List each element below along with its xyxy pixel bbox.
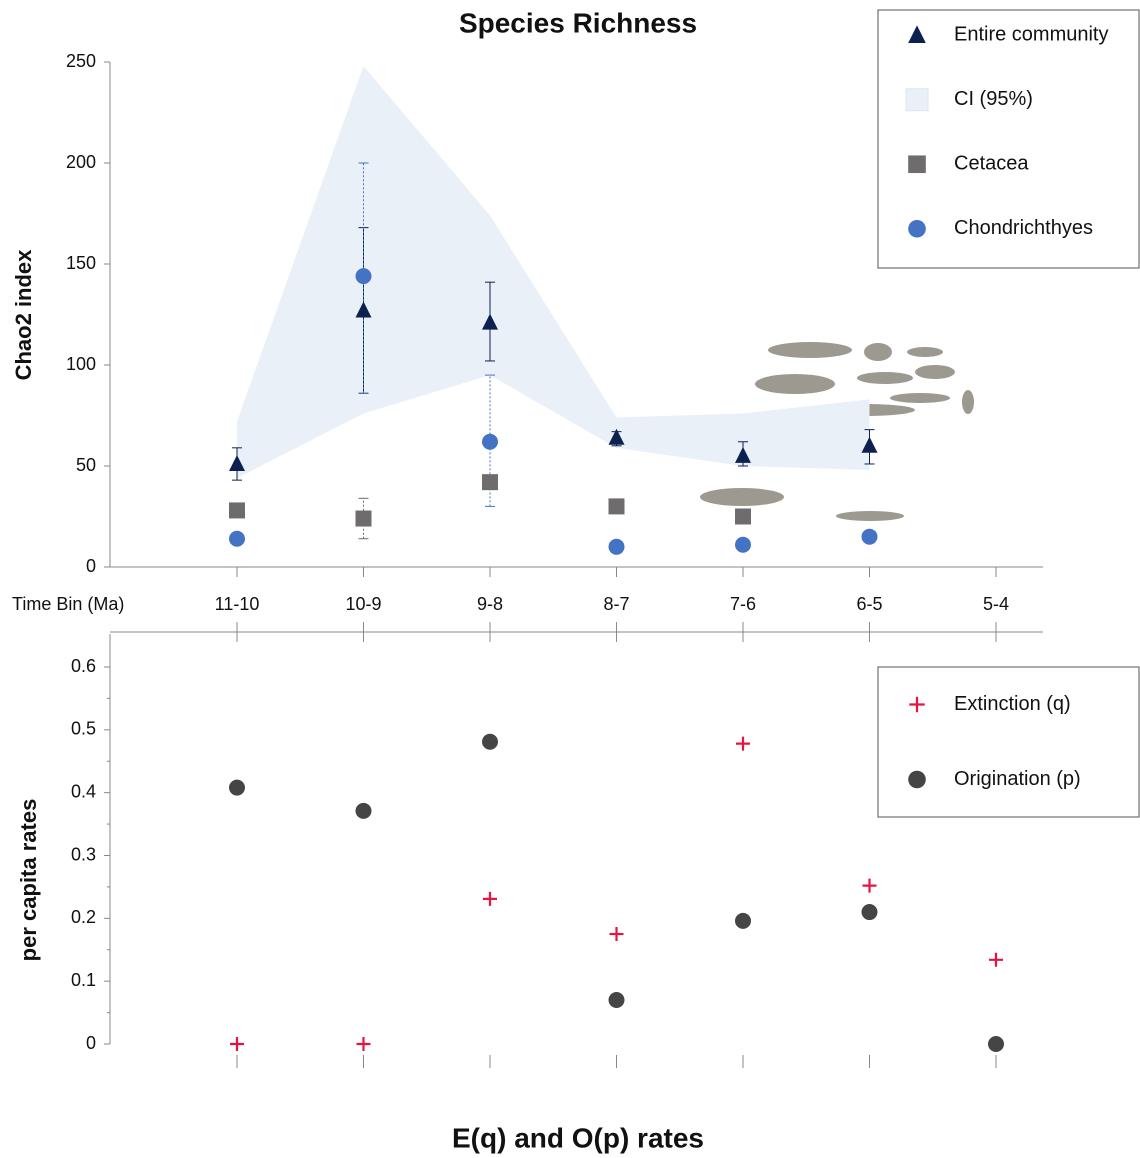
legend-box	[877, 666, 1140, 818]
legend-label: Cetacea	[954, 153, 1029, 175]
y-tick-label: 50	[76, 455, 96, 475]
square-marker	[482, 474, 498, 491]
x-axis-label: Time Bin (Ma)	[12, 594, 124, 614]
x-tick-label: 6-5	[856, 594, 882, 614]
circle-marker	[229, 779, 245, 796]
legend-swatch	[908, 219, 926, 238]
legend-swatch	[905, 88, 929, 112]
plus-marker	[736, 736, 750, 751]
triangle-marker	[861, 436, 878, 453]
legend-label: Origination (p)	[954, 768, 1081, 790]
y-tick-label: 250	[66, 51, 96, 71]
plus-marker	[862, 878, 877, 893]
legend-swatch	[909, 696, 925, 713]
square-marker	[355, 510, 372, 527]
circle-marker	[861, 904, 878, 921]
y-tick-label: 0.4	[71, 781, 96, 801]
chart-title: E(q) and O(p) rates	[452, 1122, 704, 1153]
triangle-marker	[482, 313, 498, 330]
legend-label: Chondrichthyes	[954, 217, 1093, 239]
legend-swatch	[908, 155, 926, 174]
circle-marker	[861, 528, 878, 545]
triangle-marker	[229, 454, 245, 471]
plus-marker	[609, 927, 624, 942]
x-tick-label: 5-4	[983, 594, 1009, 614]
y-axis-label: per capita rates	[16, 799, 41, 962]
triangle-marker	[735, 446, 751, 463]
circle-marker	[735, 536, 751, 553]
legend-label: Entire community	[954, 24, 1109, 46]
circle-marker	[482, 733, 498, 750]
y-tick-label: 0	[86, 1033, 96, 1053]
circle-marker	[988, 1036, 1004, 1052]
chart-title: Species Richness	[459, 7, 697, 38]
plus-marker	[483, 891, 497, 906]
y-tick-label: 150	[66, 253, 96, 273]
legend-label: Extinction (q)	[954, 693, 1071, 715]
y-tick-label: 0.5	[71, 719, 96, 739]
square-marker	[229, 502, 245, 519]
circle-marker	[608, 538, 625, 555]
circle-marker	[355, 802, 372, 819]
x-tick-label: 9-8	[477, 594, 503, 614]
y-tick-label: 0.3	[71, 844, 96, 864]
y-tick-label: 100	[66, 354, 96, 374]
circle-marker	[735, 912, 751, 929]
x-tick-label: 10-9	[345, 594, 381, 614]
x-tick-label: 11-10	[215, 594, 260, 614]
circle-marker	[355, 268, 372, 285]
plus-marker	[230, 1037, 244, 1051]
circle-marker	[482, 433, 498, 450]
square-marker	[735, 508, 751, 525]
ci-band	[237, 66, 870, 479]
triangle-marker	[608, 428, 625, 445]
plus-marker	[356, 1037, 371, 1051]
y-tick-label: 200	[66, 152, 96, 172]
y-axis-label: Chao2 index	[11, 249, 36, 381]
plus-marker	[989, 952, 1003, 967]
circle-marker	[608, 992, 625, 1009]
square-marker	[608, 498, 625, 515]
triangle-marker	[355, 301, 372, 318]
y-tick-label: 0	[86, 556, 96, 576]
legend-swatch	[908, 25, 926, 43]
y-tick-label: 0.2	[71, 907, 96, 927]
circle-marker	[229, 530, 245, 547]
y-tick-label: 0.6	[71, 656, 96, 676]
y-tick-label: 0.1	[71, 970, 96, 990]
legend-label: CI (95%)	[954, 88, 1033, 110]
x-tick-label: 8-7	[603, 594, 629, 614]
legend-swatch	[908, 770, 926, 789]
x-tick-label: 7-6	[730, 594, 756, 614]
